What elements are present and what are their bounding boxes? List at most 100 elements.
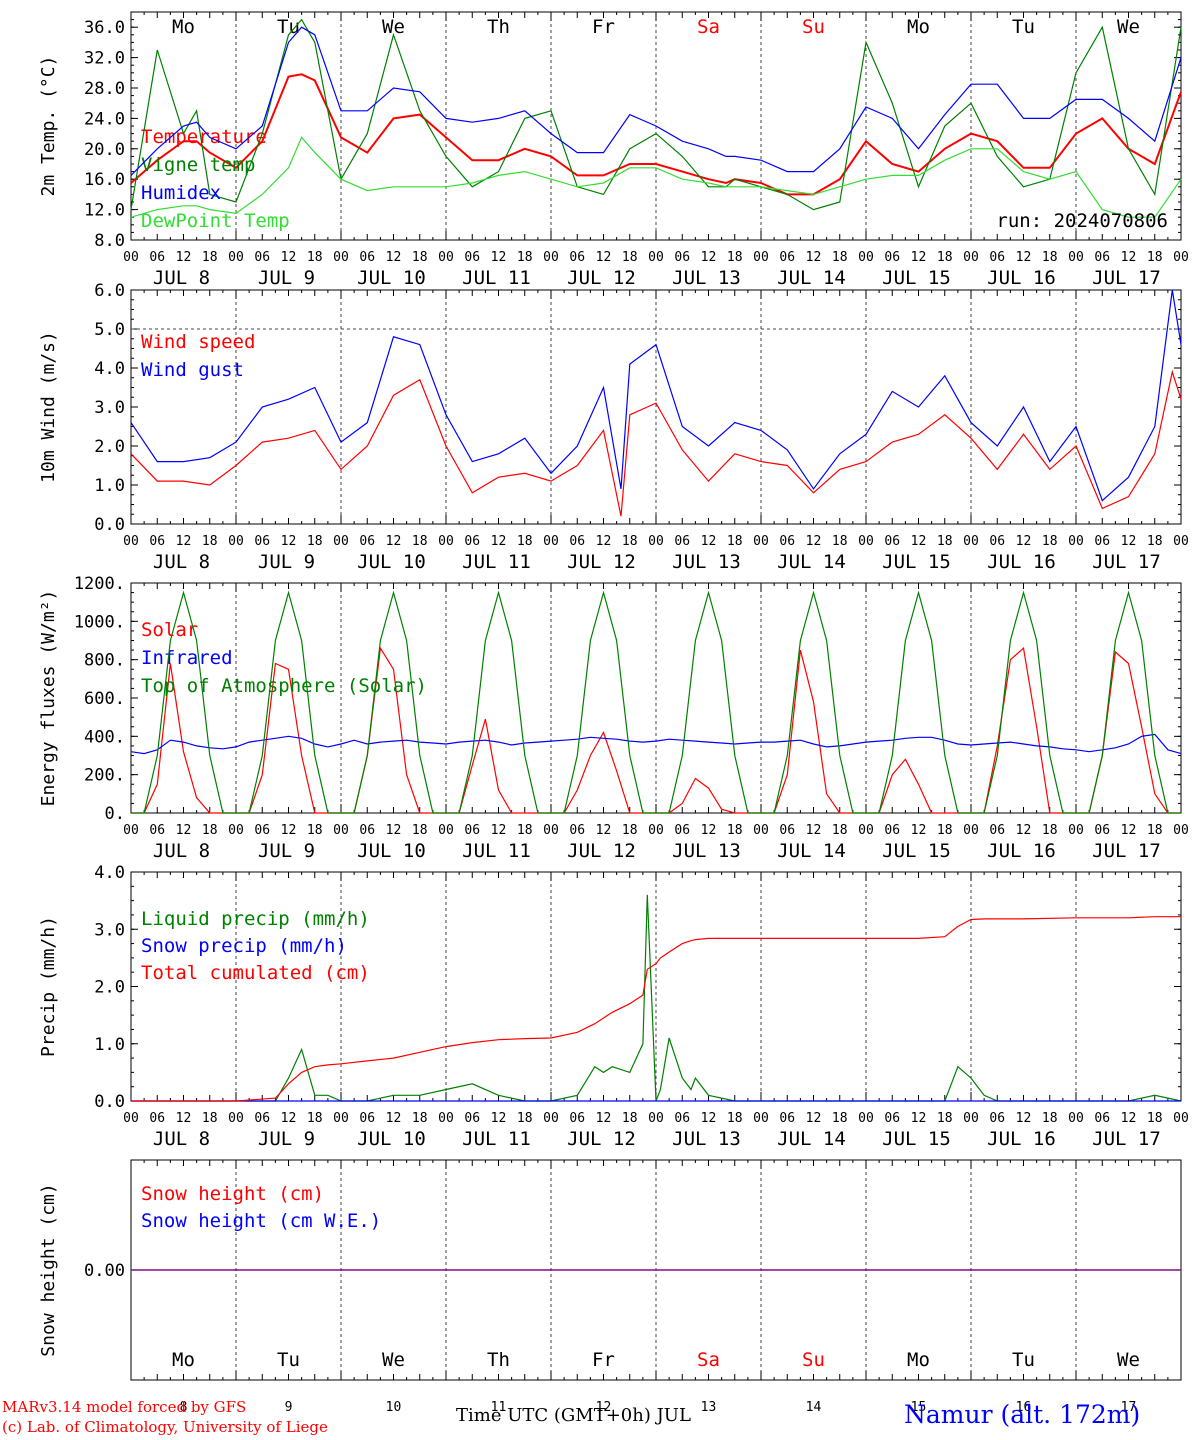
hour-tick-label: 06 bbox=[149, 250, 165, 265]
date-label: JUL 8 bbox=[153, 267, 210, 289]
hour-tick-label: 18 bbox=[1147, 823, 1163, 838]
date-label: JUL 9 bbox=[258, 551, 315, 573]
series-line bbox=[131, 590, 1181, 814]
hour-tick-label: 18 bbox=[202, 1111, 218, 1126]
legend-label: Wind gust bbox=[141, 359, 244, 381]
hour-tick-label: 00 bbox=[753, 250, 769, 265]
y-tick-label: 0. bbox=[105, 804, 125, 824]
date-label: JUL 14 bbox=[777, 551, 846, 573]
date-label: JUL 13 bbox=[672, 1128, 741, 1150]
y-tick-label: 20.0 bbox=[84, 140, 125, 160]
hour-tick-label: 00 bbox=[438, 1111, 454, 1126]
hour-tick-label: 06 bbox=[464, 250, 480, 265]
y-tick-label: 28.0 bbox=[84, 79, 125, 99]
date-label: JUL 10 bbox=[357, 1128, 426, 1150]
date-label: JUL 15 bbox=[882, 267, 951, 289]
date-label: JUL 17 bbox=[1092, 551, 1161, 573]
hour-tick-label: 18 bbox=[517, 1111, 533, 1126]
hour-tick-label: 18 bbox=[937, 1111, 953, 1126]
day-number-label: 8 bbox=[180, 1400, 188, 1415]
hour-tick-label: 18 bbox=[832, 534, 848, 549]
date-label: JUL 15 bbox=[882, 551, 951, 573]
station-title: Namur (alt. 172m) bbox=[904, 1400, 1141, 1429]
date-label: JUL 8 bbox=[153, 840, 210, 862]
hour-tick-label: 06 bbox=[1094, 823, 1110, 838]
legend-label: Snow height (cm) bbox=[141, 1183, 324, 1205]
day-number-label: 10 bbox=[386, 1400, 402, 1415]
legend-label: Total cumulated (cm) bbox=[141, 962, 370, 984]
hour-tick-label: 00 bbox=[438, 250, 454, 265]
day-number-label: 17 bbox=[1121, 1400, 1137, 1415]
weekday-label: Sa bbox=[697, 16, 720, 38]
hour-tick-label: 12 bbox=[1016, 534, 1032, 549]
date-label: JUL 13 bbox=[672, 840, 741, 862]
hour-tick-label: 00 bbox=[333, 823, 349, 838]
hour-tick-label: 12 bbox=[806, 250, 822, 265]
hour-tick-label: 06 bbox=[149, 1111, 165, 1126]
series-line bbox=[130, 73, 1182, 196]
hour-tick-label: 12 bbox=[491, 823, 507, 838]
y-tick-label: 32.0 bbox=[84, 49, 125, 69]
hour-tick-label: 06 bbox=[674, 823, 690, 838]
hour-tick-label: 00 bbox=[543, 823, 559, 838]
hour-tick-label: 12 bbox=[701, 250, 717, 265]
hour-tick-label: 06 bbox=[884, 823, 900, 838]
hour-tick-label: 06 bbox=[359, 823, 375, 838]
weekday-label: Mo bbox=[172, 16, 195, 38]
hour-tick-label: 18 bbox=[1042, 823, 1058, 838]
hour-tick-label: 00 bbox=[963, 823, 979, 838]
hour-tick-label: 12 bbox=[386, 1111, 402, 1126]
y-axis-title: Energy fluxes (W/m²) bbox=[38, 590, 59, 807]
date-label: JUL 13 bbox=[672, 267, 741, 289]
hour-tick-label: 18 bbox=[622, 823, 638, 838]
y-tick-label: 4.0 bbox=[94, 359, 125, 379]
date-label: JUL 11 bbox=[462, 551, 531, 573]
hour-tick-label: 06 bbox=[254, 1111, 270, 1126]
weekday-label: Mo bbox=[907, 1349, 930, 1371]
hour-tick-label: 12 bbox=[1121, 250, 1137, 265]
weekday-label: Th bbox=[487, 16, 510, 38]
hour-tick-label: 06 bbox=[359, 250, 375, 265]
date-label: JUL 14 bbox=[777, 267, 846, 289]
hour-tick-label: 00 bbox=[648, 534, 664, 549]
date-label: JUL 12 bbox=[567, 1128, 636, 1150]
y-tick-label: 12.0 bbox=[84, 201, 125, 221]
hour-tick-label: 12 bbox=[176, 1111, 192, 1126]
hour-tick-label: 00 bbox=[753, 823, 769, 838]
day-number-label: 12 bbox=[596, 1400, 612, 1415]
hour-tick-label: 18 bbox=[517, 823, 533, 838]
panel-4: 4.0 3.0 2.0 1.0 0.0 Precip (mm/h) 00 06 12 18 00 06… bbox=[38, 863, 1189, 1150]
hour-tick-label: 06 bbox=[254, 823, 270, 838]
hour-tick-label: 06 bbox=[464, 823, 480, 838]
legend-label: Infrared bbox=[141, 647, 233, 669]
hour-tick-label: 12 bbox=[281, 250, 297, 265]
legend-label: Wind speed bbox=[141, 331, 255, 353]
legend-label: Snow precip (mm/h) bbox=[141, 935, 347, 957]
hour-tick-label: 12 bbox=[596, 250, 612, 265]
hour-tick-label: 12 bbox=[1121, 534, 1137, 549]
hour-tick-label: 00 bbox=[648, 250, 664, 265]
date-label: JUL 17 bbox=[1092, 840, 1161, 862]
weekday-label: Mo bbox=[172, 1349, 195, 1371]
hour-tick-label: 00 bbox=[228, 534, 244, 549]
date-label: JUL 17 bbox=[1092, 267, 1161, 289]
panel-3: 1200. 1000. 800. 600. 400. 200. 0. Energy fluxe… bbox=[38, 574, 1189, 862]
hour-tick-label: 00 bbox=[1173, 1111, 1189, 1126]
weekday-label: Su bbox=[802, 16, 825, 38]
date-label: JUL 10 bbox=[357, 840, 426, 862]
hour-tick-label: 00 bbox=[963, 250, 979, 265]
hour-tick-label: 18 bbox=[412, 250, 428, 265]
hour-tick-label: 06 bbox=[1094, 534, 1110, 549]
hour-tick-label: 06 bbox=[674, 1111, 690, 1126]
hour-tick-label: 06 bbox=[884, 250, 900, 265]
hour-tick-label: 00 bbox=[648, 1111, 664, 1126]
hour-tick-label: 06 bbox=[779, 1111, 795, 1126]
day-number-label: 9 bbox=[285, 1400, 293, 1415]
y-tick-label: 1000. bbox=[74, 612, 125, 632]
hour-tick-label: 06 bbox=[569, 534, 585, 549]
hour-tick-label: 06 bbox=[1094, 250, 1110, 265]
legend-label: Humidex bbox=[141, 182, 221, 204]
hour-tick-label: 00 bbox=[438, 534, 454, 549]
hour-tick-label: 00 bbox=[543, 250, 559, 265]
hour-tick-label: 00 bbox=[858, 1111, 874, 1126]
